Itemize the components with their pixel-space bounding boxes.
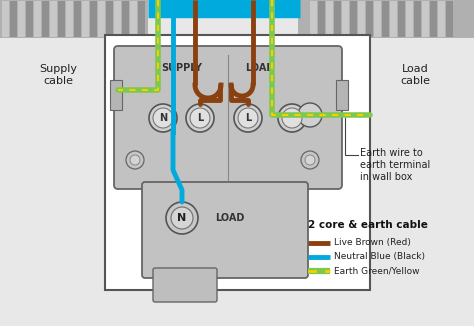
Bar — [50, 1, 57, 37]
Bar — [336, 80, 348, 110]
Text: Earth Green/Yellow: Earth Green/Yellow — [334, 266, 419, 275]
Bar — [90, 1, 97, 37]
Bar — [10, 1, 17, 37]
Bar — [82, 1, 89, 37]
Bar — [105, 35, 370, 290]
Bar — [382, 1, 389, 37]
Bar — [374, 1, 381, 37]
Circle shape — [234, 104, 262, 132]
Bar — [74, 1, 81, 37]
Text: Supply
cable: Supply cable — [39, 64, 77, 86]
Text: L: L — [245, 113, 251, 123]
Bar — [342, 1, 349, 37]
Text: N: N — [159, 113, 167, 123]
Bar — [114, 1, 121, 37]
Circle shape — [153, 108, 173, 128]
Bar — [446, 1, 453, 37]
Bar — [414, 1, 421, 37]
Bar — [334, 1, 341, 37]
Bar — [26, 1, 33, 37]
Text: LOAD: LOAD — [215, 213, 245, 223]
FancyBboxPatch shape — [114, 46, 342, 189]
Circle shape — [166, 202, 198, 234]
Text: Live Brown (Red): Live Brown (Red) — [334, 239, 411, 247]
Bar — [398, 1, 405, 37]
Circle shape — [186, 104, 214, 132]
Circle shape — [278, 104, 306, 132]
Circle shape — [305, 155, 315, 165]
Text: Earth wire to
earth terminal
in wall box: Earth wire to earth terminal in wall box — [360, 148, 430, 182]
FancyBboxPatch shape — [153, 268, 217, 302]
Bar — [358, 1, 365, 37]
FancyBboxPatch shape — [142, 182, 308, 278]
Bar — [350, 1, 357, 37]
Circle shape — [171, 207, 193, 229]
Bar — [98, 1, 105, 37]
Bar — [318, 1, 325, 37]
Text: L: L — [197, 113, 203, 123]
Bar — [122, 1, 129, 37]
Bar — [130, 1, 137, 37]
Circle shape — [238, 108, 258, 128]
Text: Neutral Blue (Black): Neutral Blue (Black) — [334, 253, 425, 261]
Bar — [438, 1, 445, 37]
Bar — [34, 1, 41, 37]
Bar — [106, 1, 113, 37]
Bar — [42, 1, 49, 37]
Bar — [148, 0, 298, 38]
Bar — [406, 1, 413, 37]
Bar — [0, 0, 474, 38]
Bar — [110, 80, 122, 110]
Text: Load
cable: Load cable — [400, 64, 430, 86]
Circle shape — [282, 108, 302, 128]
Bar — [430, 1, 437, 37]
Bar — [366, 1, 373, 37]
Bar — [18, 1, 25, 37]
Circle shape — [130, 155, 140, 165]
Circle shape — [149, 104, 177, 132]
Bar — [138, 1, 145, 37]
Text: N: N — [177, 213, 187, 223]
Bar — [66, 1, 73, 37]
Bar — [390, 1, 397, 37]
Circle shape — [301, 151, 319, 169]
Text: LOAD: LOAD — [246, 63, 275, 73]
Bar — [422, 1, 429, 37]
Bar — [58, 1, 65, 37]
Bar — [2, 1, 9, 37]
Text: SUPPLY: SUPPLY — [162, 63, 202, 73]
Circle shape — [126, 151, 144, 169]
Bar — [326, 1, 333, 37]
Circle shape — [298, 103, 322, 127]
Bar — [310, 1, 317, 37]
Text: 2 core & earth cable: 2 core & earth cable — [308, 220, 428, 230]
Circle shape — [190, 108, 210, 128]
